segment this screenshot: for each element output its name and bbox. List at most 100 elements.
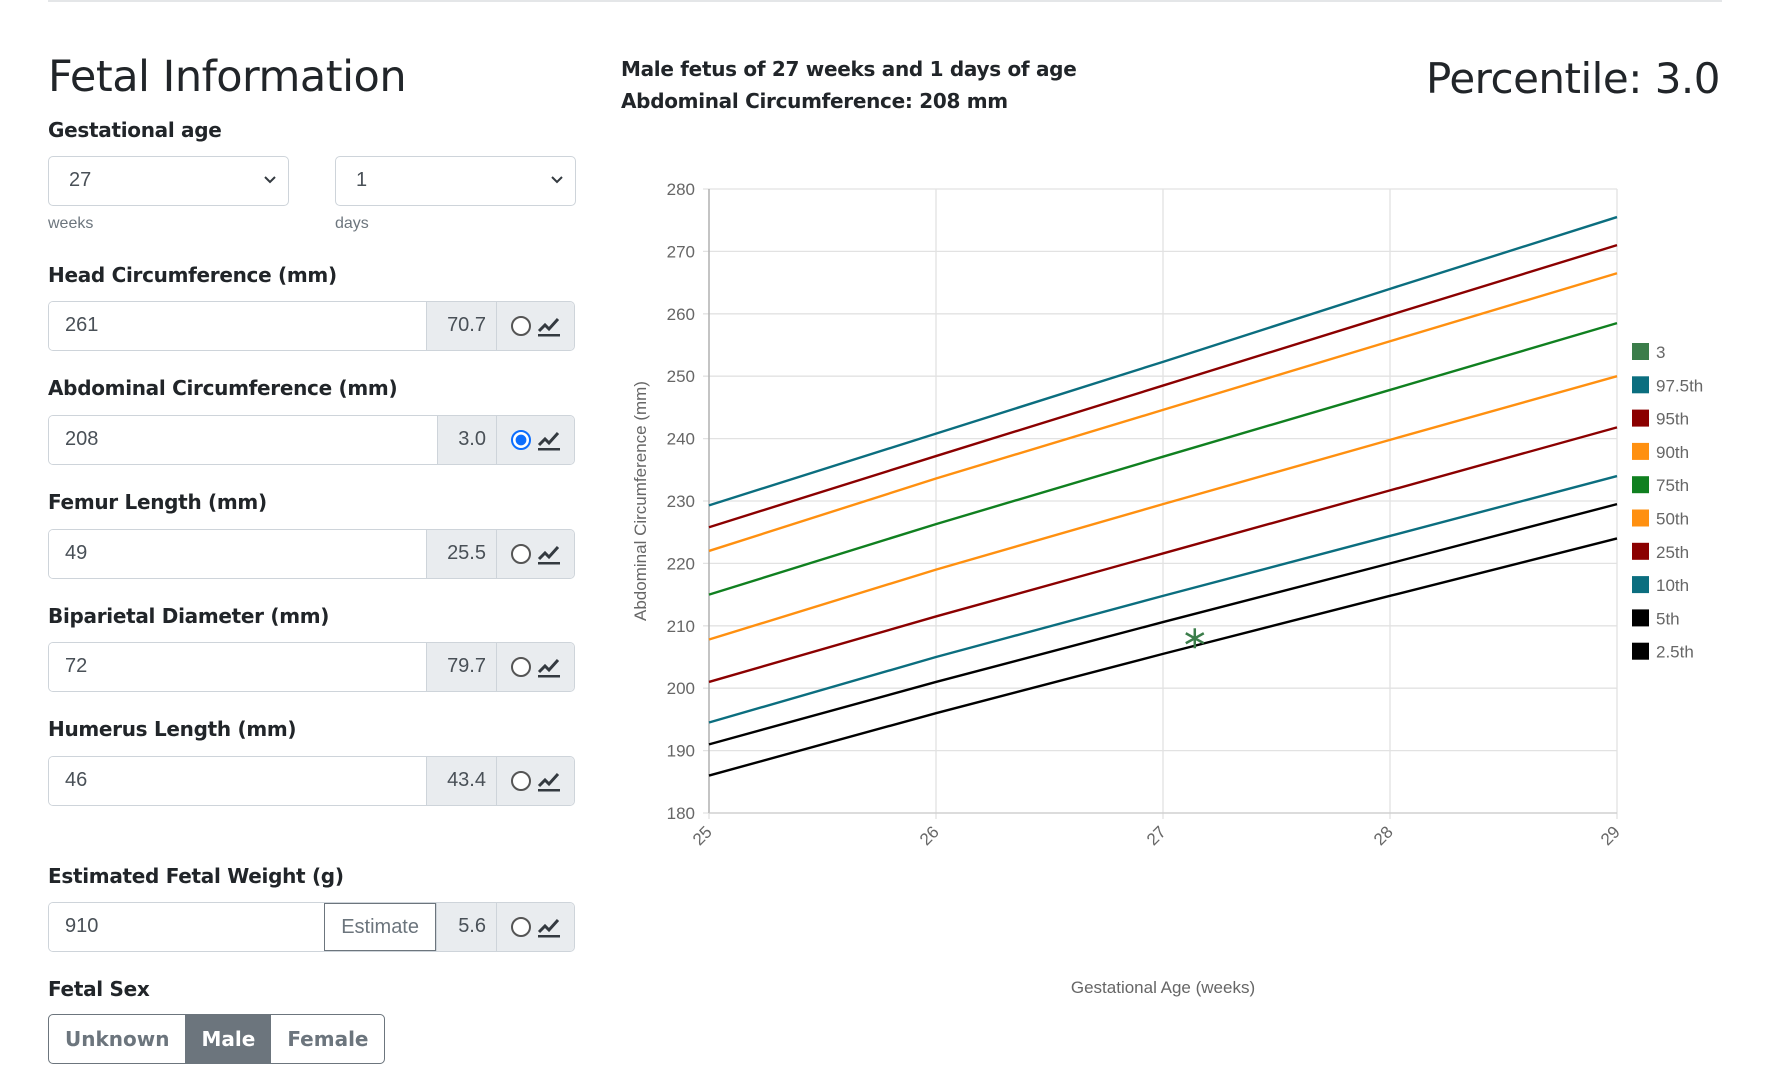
legend-label: 97.5th bbox=[1656, 376, 1703, 395]
x-tick-label: 28 bbox=[1370, 822, 1397, 849]
series-line-10th bbox=[708, 474, 1618, 724]
x-axis-title: Gestational Age (weeks) bbox=[1071, 978, 1255, 997]
head-circumference-input-group: 261 70.7 bbox=[48, 301, 575, 351]
chart-line-icon bbox=[537, 545, 560, 565]
abdominal-circumference-chart-radio[interactable] bbox=[510, 430, 531, 450]
legend-label: 3 bbox=[1656, 343, 1665, 362]
femur-length-input[interactable]: 49 bbox=[49, 530, 426, 578]
legend-label: 50th bbox=[1656, 510, 1689, 529]
biparietal-diameter-label: Biparietal Diameter (mm) bbox=[48, 604, 330, 628]
sex-unknown-button[interactable]: Unknown bbox=[65, 1027, 170, 1051]
humerus-length-input[interactable]: 46 bbox=[49, 757, 426, 805]
femur-length-input-group: 49 25.5 bbox=[48, 529, 575, 579]
legend-label: 90th bbox=[1656, 443, 1689, 462]
days-hint: days bbox=[335, 215, 369, 232]
head-circumference-input[interactable]: 261 bbox=[49, 302, 426, 350]
legend-label: 95th bbox=[1656, 410, 1689, 429]
gestational-age-label: Gestational age bbox=[48, 118, 222, 142]
top-divider bbox=[48, 0, 1722, 2]
head-circumference-percentile: 70.7 bbox=[426, 302, 496, 350]
series-line-50th bbox=[708, 375, 1618, 641]
series-line-2.5th bbox=[708, 537, 1618, 777]
days-value: 1 bbox=[356, 169, 368, 191]
series-line-75th bbox=[708, 322, 1618, 596]
estimate-button[interactable]: Estimate bbox=[324, 903, 436, 951]
chevron-down-icon bbox=[551, 176, 563, 184]
fetal-sex-label: Fetal Sex bbox=[48, 977, 150, 1001]
sex-female-button[interactable]: Female bbox=[287, 1027, 369, 1051]
x-tick-label: 27 bbox=[1143, 822, 1170, 849]
x-tick-label: 25 bbox=[689, 822, 716, 849]
days-select[interactable]: 1 bbox=[335, 156, 576, 206]
summary-line-1: Male fetus of 27 weeks and 1 days of age bbox=[621, 57, 1077, 81]
legend-swatch bbox=[1632, 609, 1649, 627]
humerus-length-input-group: 46 43.4 bbox=[48, 756, 575, 806]
y-tick-label: 250 bbox=[667, 367, 695, 386]
series-line-95th bbox=[708, 244, 1618, 529]
y-tick-label: 200 bbox=[667, 679, 695, 698]
efw-percentile: 5.6 bbox=[436, 903, 496, 951]
y-tick-label: 280 bbox=[667, 180, 695, 199]
efw-label: Estimated Fetal Weight (g) bbox=[48, 864, 344, 888]
femur-length-percentile: 25.5 bbox=[426, 530, 496, 578]
data-point-asterisk bbox=[1185, 628, 1205, 649]
legend-label: 75th bbox=[1656, 476, 1689, 495]
series-line-25th bbox=[708, 426, 1618, 684]
abdominal-circumference-percentile: 3.0 bbox=[437, 416, 496, 464]
efw-input[interactable]: 910 bbox=[49, 903, 325, 951]
y-tick-label: 220 bbox=[667, 554, 695, 573]
page-title: Fetal Information bbox=[48, 52, 407, 102]
chart-line-icon bbox=[537, 658, 560, 678]
y-tick-label: 190 bbox=[667, 742, 695, 761]
legend-swatch bbox=[1632, 442, 1649, 460]
legend-swatch bbox=[1632, 576, 1649, 594]
series-line-5th bbox=[708, 502, 1618, 746]
legend-label: 10th bbox=[1656, 576, 1689, 595]
chart-line-icon bbox=[537, 918, 560, 938]
humerus-length-label: Humerus Length (mm) bbox=[48, 717, 297, 741]
legend-swatch bbox=[1632, 409, 1649, 427]
head-circumference-chart-radio[interactable] bbox=[510, 316, 531, 336]
legend-label: 2.5th bbox=[1656, 643, 1694, 662]
head-circumference-label: Head Circumference (mm) bbox=[48, 263, 337, 287]
humerus-length-chart-radio[interactable] bbox=[510, 771, 531, 791]
abdominal-circumference-input[interactable]: 208 bbox=[49, 416, 437, 464]
chart-line-icon bbox=[537, 317, 560, 337]
series-line-90th bbox=[708, 272, 1618, 553]
fetal-sex-toggle: Unknown Male Female bbox=[48, 1014, 386, 1064]
chart-line-icon bbox=[537, 431, 560, 451]
y-axis-title: Abdominal Circumference (mm) bbox=[631, 381, 650, 621]
biparietal-diameter-percentile: 79.7 bbox=[426, 643, 496, 691]
y-tick-label: 210 bbox=[667, 617, 695, 636]
biparietal-diameter-input[interactable]: 72 bbox=[49, 643, 426, 691]
percentile-result: Percentile: 3.0 bbox=[1425, 54, 1721, 103]
legend-swatch bbox=[1632, 376, 1649, 394]
y-tick-label: 180 bbox=[667, 804, 695, 823]
legend-swatch bbox=[1632, 343, 1649, 360]
summary-line-2: Abdominal Circumference: 208 mm bbox=[621, 89, 1008, 113]
sex-male-button[interactable]: Male bbox=[185, 1015, 272, 1063]
y-tick-label: 230 bbox=[667, 492, 695, 511]
series-line-97.5th bbox=[708, 215, 1618, 507]
efw-chart-radio[interactable] bbox=[510, 917, 531, 937]
legend-swatch bbox=[1632, 642, 1649, 660]
weeks-value: 27 bbox=[69, 169, 92, 191]
y-tick-label: 240 bbox=[667, 430, 695, 449]
legend-swatch bbox=[1632, 476, 1649, 494]
weeks-hint: weeks bbox=[48, 215, 94, 232]
legend-label: 5th bbox=[1656, 609, 1680, 628]
weeks-select[interactable]: 27 bbox=[48, 156, 289, 206]
y-tick-label: 260 bbox=[667, 305, 695, 324]
humerus-length-percentile: 43.4 bbox=[426, 757, 496, 805]
femur-length-chart-radio[interactable] bbox=[510, 544, 531, 564]
legend-label: 25th bbox=[1656, 543, 1689, 562]
abdominal-circumference-label: Abdominal Circumference (mm) bbox=[48, 376, 398, 400]
abdominal-circumference-input-group: 208 3.0 bbox=[48, 415, 575, 465]
femur-length-label: Femur Length (mm) bbox=[48, 490, 267, 514]
chevron-down-icon bbox=[264, 176, 276, 184]
chart-line-icon bbox=[537, 772, 560, 792]
efw-input-group: 910 Estimate 5.6 bbox=[48, 902, 575, 952]
y-tick-label: 270 bbox=[667, 242, 695, 261]
biparietal-diameter-chart-radio[interactable] bbox=[510, 657, 531, 677]
